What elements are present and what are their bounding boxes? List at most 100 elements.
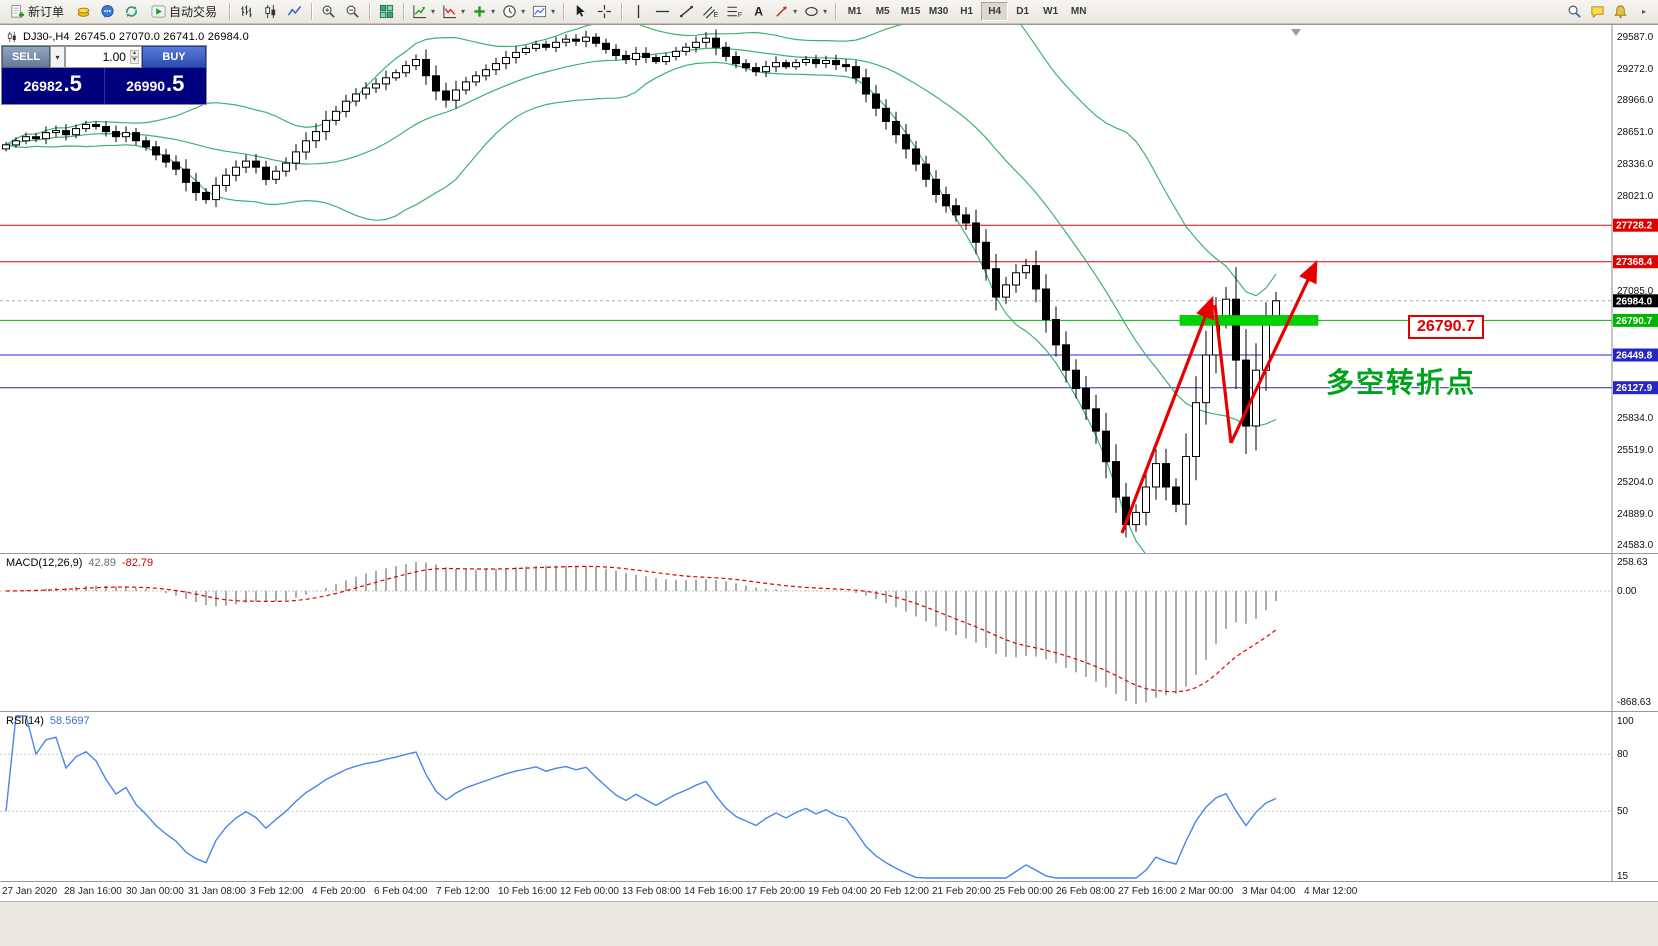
price-chart[interactable]: 29587.0 29272.0 28966.0 28651.0 28336.0 28021… xyxy=(0,1,1658,581)
time-label: 2 Mar 00:00 xyxy=(1180,886,1234,897)
rsi-pane[interactable]: RSI(14) 58.5697 100 80 50 15 xyxy=(0,711,1658,882)
svg-text:28651.0: 28651.0 xyxy=(1617,127,1654,138)
order-options-dropdown[interactable]: ▾ xyxy=(50,46,65,68)
tf-h1-button[interactable]: H1 xyxy=(953,2,980,21)
new-order-icon xyxy=(11,4,25,18)
shapes-icon xyxy=(805,7,818,16)
tf-m1-button[interactable]: M1 xyxy=(841,2,868,21)
volume-down-button[interactable]: ▾ xyxy=(129,57,139,64)
vertical-line-icon xyxy=(637,4,640,19)
svg-text:258.63: 258.63 xyxy=(1617,557,1648,568)
deposit-button[interactable] xyxy=(72,1,95,22)
horizontal-lines xyxy=(0,224,1612,389)
tf-w1-button[interactable]: W1 xyxy=(1037,2,1064,21)
tile-windows-button[interactable] xyxy=(375,1,398,22)
crosshair-button[interactable] xyxy=(593,1,616,22)
equidistant-channel-button[interactable]: E xyxy=(699,1,722,22)
macd-signal-line xyxy=(5,565,1277,693)
horizontal-line-button[interactable] xyxy=(651,1,674,22)
zoom-in-icon xyxy=(322,5,335,18)
pivot-annotation[interactable]: 多空转折点 xyxy=(1326,367,1477,398)
price-tag[interactable]: 26790.7 xyxy=(1408,315,1484,339)
text-tool-button[interactable]: A xyxy=(747,1,770,22)
main-toolbar: 新订单 自动交易 xyxy=(0,0,1658,24)
arrows-tool-button[interactable]: ▾ xyxy=(771,1,800,22)
trendline-button[interactable] xyxy=(675,1,698,22)
line-chart-button[interactable] xyxy=(283,1,306,22)
candlestick-button[interactable] xyxy=(259,1,282,22)
sell-button[interactable]: SELL xyxy=(2,46,50,68)
fibonacci-button[interactable]: F xyxy=(723,1,746,22)
volume-input[interactable]: 1.00 ▴ ▾ xyxy=(65,46,142,68)
buy-button[interactable]: BUY xyxy=(142,46,206,68)
time-label: 19 Feb 04:00 xyxy=(808,886,867,897)
volume-up-button[interactable]: ▴ xyxy=(129,50,139,57)
trend-arrow xyxy=(1213,304,1233,444)
indicator-list-icon xyxy=(443,5,457,19)
equidistant-channel-icon: E xyxy=(703,6,718,19)
toolbar-separator xyxy=(835,3,837,20)
zoom-out-button[interactable] xyxy=(341,1,364,22)
rsi-name: RSI(14) xyxy=(6,715,44,727)
period-button[interactable]: ▾ xyxy=(499,1,528,22)
time-label: 4 Feb 20:00 xyxy=(312,886,366,897)
add-indicator-button[interactable]: ▾ xyxy=(469,1,498,22)
price-scale[interactable]: 29587.0 29272.0 28966.0 28651.0 28336.0 28021… xyxy=(1611,25,1658,553)
chart-settings-button[interactable]: ▾ xyxy=(529,1,558,22)
macd-chart[interactable]: 258.63 0.00 -868.63 xyxy=(0,554,1658,712)
indicators-button[interactable]: ▾ xyxy=(409,1,438,22)
vertical-line-button[interactable] xyxy=(627,1,650,22)
autotrading-button[interactable]: 自动交易 xyxy=(144,1,224,22)
indicator-list-button[interactable]: ▾ xyxy=(439,1,468,22)
chart-ohlc-info: DJ30-,H4 26745.0 27070.0 26741.0 26984.0 xyxy=(6,31,249,43)
alerts-button[interactable] xyxy=(1609,1,1632,22)
buy-price[interactable]: 26990 .5 xyxy=(103,68,207,104)
time-axis[interactable]: 27 Jan 2020 28 Jan 16:00 30 Jan 00:00 31 Ja… xyxy=(0,881,1658,901)
buy-price-int: 26990 xyxy=(126,78,166,94)
time-label: 3 Feb 12:00 xyxy=(250,886,304,897)
svg-text:29587.0: 29587.0 xyxy=(1617,32,1654,43)
zoom-in-button[interactable] xyxy=(317,1,340,22)
bar-chart-button[interactable] xyxy=(235,1,258,22)
tf-mn-button[interactable]: MN xyxy=(1065,2,1092,21)
tf-m15-button[interactable]: M15 xyxy=(897,2,924,21)
tf-m5-button[interactable]: M5 xyxy=(869,2,896,21)
bottom-strip xyxy=(0,901,1658,946)
chevron-down-icon: ▾ xyxy=(823,7,828,16)
svg-text:24583.0: 24583.0 xyxy=(1617,540,1654,551)
trendline-icon xyxy=(680,5,694,18)
time-label: 28 Jan 16:00 xyxy=(64,886,122,897)
svg-text:0.00: 0.00 xyxy=(1617,586,1637,597)
zoom-out-icon xyxy=(346,5,359,18)
cursor-button[interactable] xyxy=(569,1,592,22)
macd-name: MACD(12,26,9) xyxy=(6,557,83,569)
toolbar-overflow-button[interactable]: ▸ xyxy=(1632,1,1655,22)
analysis-drawings[interactable] xyxy=(1120,260,1319,534)
toolbar-right-group: ▸ xyxy=(1563,1,1655,22)
tile-windows-icon xyxy=(379,4,394,19)
macd-pane[interactable]: MACD(12,26,9) 42.89 -82.79 258.63 0.00 -868.… xyxy=(0,553,1658,712)
rsi-chart[interactable]: 100 80 50 15 xyxy=(0,712,1658,882)
candles-layer xyxy=(2,29,1280,538)
price-chart-pane[interactable]: 29587.0 29272.0 28966.0 28651.0 28336.0 28021… xyxy=(0,1,1658,581)
chevron-down-icon: ▾ xyxy=(793,7,798,16)
sell-price-int: 26982 xyxy=(23,78,63,94)
support-button[interactable] xyxy=(96,1,119,22)
tf-m30-button[interactable]: M30 xyxy=(925,2,952,21)
search-button[interactable] xyxy=(1563,1,1586,22)
refresh-button[interactable] xyxy=(120,1,143,22)
svg-text:50: 50 xyxy=(1617,806,1629,817)
sell-price[interactable]: 26982 .5 xyxy=(2,68,104,104)
time-label: 13 Feb 08:00 xyxy=(622,886,681,897)
shapes-tool-button[interactable]: ▾ xyxy=(801,1,830,22)
svg-text:28336.0: 28336.0 xyxy=(1617,159,1654,170)
tf-h4-button[interactable]: H4 xyxy=(981,2,1009,21)
chat-button[interactable] xyxy=(1586,1,1609,22)
tf-d1-button[interactable]: D1 xyxy=(1009,2,1036,21)
buy-price-dec: .5 xyxy=(166,71,185,96)
one-click-controls: SELL ▾ 1.00 ▴ ▾ BUY xyxy=(2,46,206,68)
chart-shift-marker xyxy=(1291,29,1301,36)
new-order-button[interactable]: 新订单 xyxy=(3,1,71,22)
